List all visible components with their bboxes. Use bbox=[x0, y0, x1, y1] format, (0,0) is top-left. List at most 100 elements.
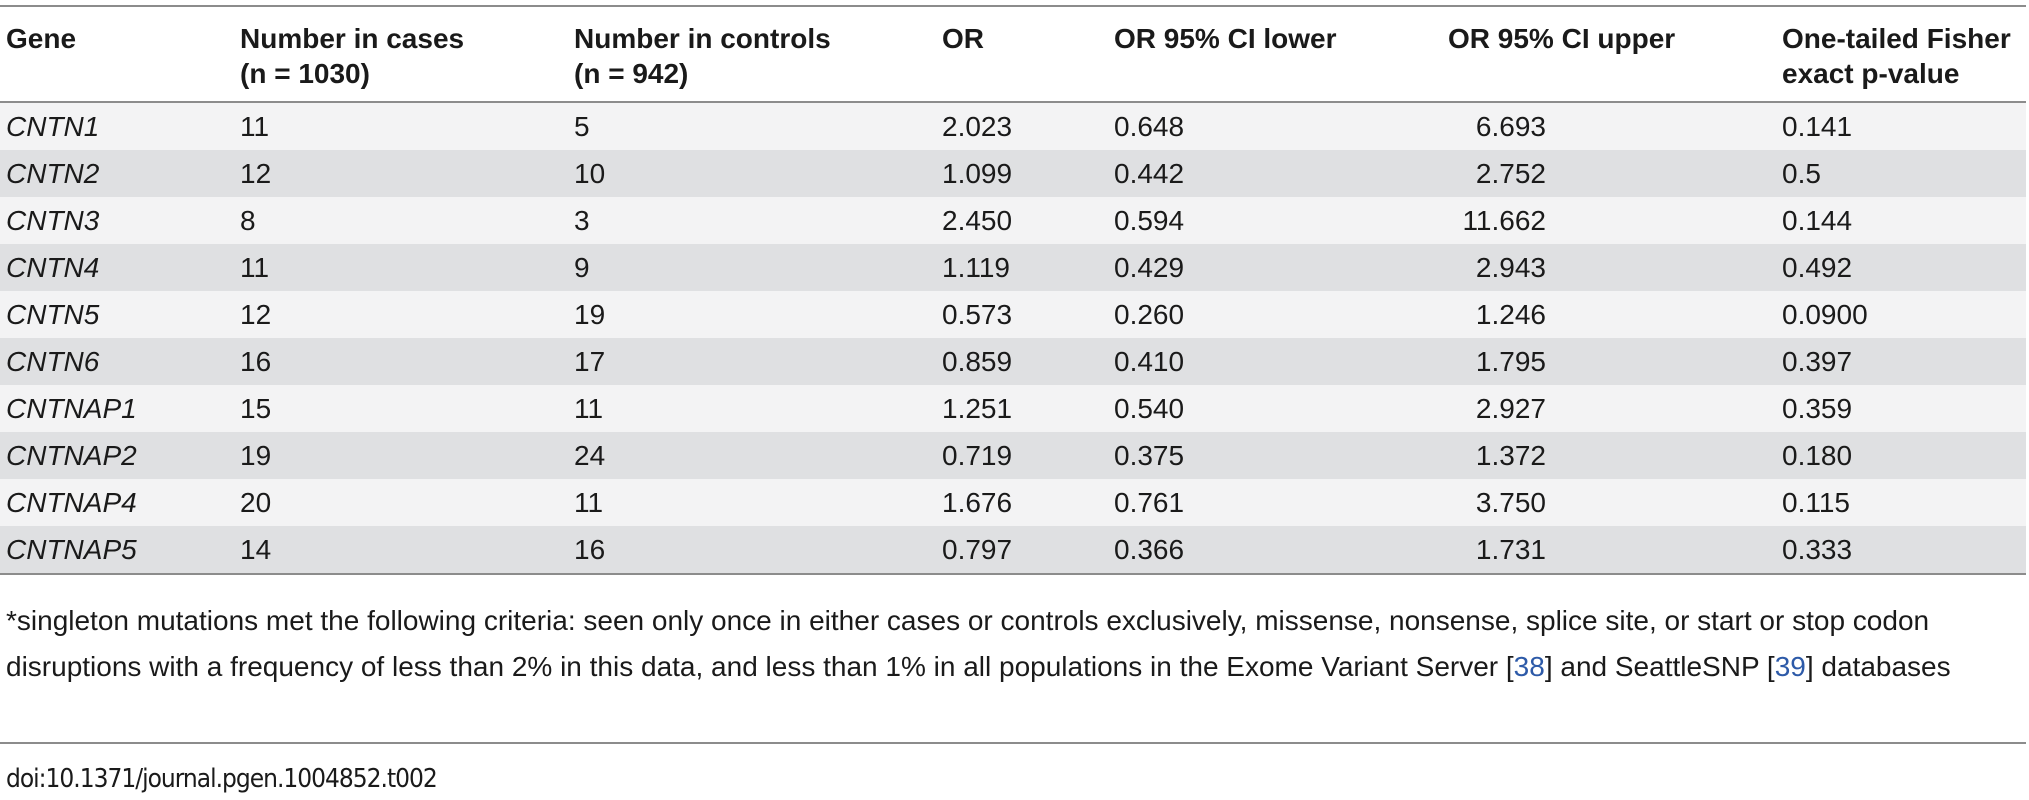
table-row: CNTN3 8 3 2.450 0.594 11.662 0.144 bbox=[0, 197, 2026, 244]
table-cell-gene: CNTN4 bbox=[6, 252, 100, 283]
column-header-text: (n = 942) bbox=[574, 58, 689, 89]
table-row: CNTN6 16 17 0.859 0.410 1.795 0.397 bbox=[0, 338, 2026, 385]
table-cell-p-value: 0.141 bbox=[1782, 111, 1853, 142]
column-header-controls: Number in controls (n = 942) bbox=[568, 6, 936, 102]
table-cell-or: 0.859 bbox=[942, 346, 1013, 377]
column-header-or: OR bbox=[936, 6, 1108, 102]
table-row: CNTN4 11 9 1.119 0.429 2.943 0.492 bbox=[0, 244, 2026, 291]
column-header-text: (n = 1030) bbox=[240, 58, 370, 89]
mutation-table: Gene Number in cases (n = 1030) Number in c… bbox=[0, 5, 2026, 575]
table-cell-ci-lower: 0.594 bbox=[1114, 205, 1185, 236]
table-row: CNTNAP2 19 24 0.719 0.375 1.372 0.180 bbox=[0, 432, 2026, 479]
table-cell-cases: 11 bbox=[240, 111, 270, 142]
table-cell-p-value: 0.492 bbox=[1782, 252, 1853, 283]
column-header-gene: Gene bbox=[0, 6, 234, 102]
table-row: CNTNAP5 14 16 0.797 0.366 1.731 0.333 bbox=[0, 526, 2026, 574]
table-cell-ci-upper: 2.943 bbox=[1475, 252, 1546, 283]
bottom-divider bbox=[0, 742, 2026, 744]
column-header-text: OR 95% CI lower bbox=[1114, 23, 1337, 54]
table-row: CNTN1 11 5 2.023 0.648 6.693 0.141 bbox=[0, 102, 2026, 150]
column-header-text: Number in controls bbox=[574, 23, 831, 54]
table-cell-or: 1.676 bbox=[942, 487, 1013, 518]
table-cell-controls: 5 bbox=[574, 111, 590, 142]
table-cell-gene: CNTN5 bbox=[6, 299, 100, 330]
table-body: CNTN1 11 5 2.023 0.648 6.693 0.141 CNTN2 12 10 1.0… bbox=[0, 102, 2026, 574]
table-cell-cases: 12 bbox=[240, 299, 272, 330]
table-cell-ci-lower: 0.442 bbox=[1114, 158, 1185, 189]
table-row: CNTNAP4 20 11 1.676 0.761 3.750 0.115 bbox=[0, 479, 2026, 526]
table-cell-ci-lower: 0.260 bbox=[1114, 299, 1185, 330]
table-cell-gene: CNTNAP5 bbox=[6, 534, 137, 565]
table-cell-cases: 8 bbox=[240, 205, 256, 236]
header-row: Gene Number in cases (n = 1030) Number in c… bbox=[0, 6, 2026, 102]
reference-link-39[interactable]: 39 bbox=[1774, 651, 1806, 682]
table-cell-controls: 11 bbox=[574, 487, 604, 518]
table-row: CNTNAP1 15 11 1.251 0.540 2.927 0.359 bbox=[0, 385, 2026, 432]
table-cell-or: 1.251 bbox=[942, 393, 1013, 424]
table-row: CNTN5 12 19 0.573 0.260 1.246 0.0900 bbox=[0, 291, 2026, 338]
doi-label: doi:10.1371/journal.pgen.1004852.t002 bbox=[6, 764, 438, 794]
table-cell-ci-lower: 0.375 bbox=[1114, 440, 1185, 471]
table-cell-ci-upper: 2.752 bbox=[1475, 158, 1546, 189]
column-header-text: OR 95% CI upper bbox=[1448, 23, 1676, 54]
data-table-container: Gene Number in cases (n = 1030) Number in c… bbox=[0, 5, 2026, 575]
table-cell-or: 1.099 bbox=[942, 158, 1013, 189]
column-header-text: exact p-value bbox=[1782, 58, 1960, 89]
table-row: CNTN2 12 10 1.099 0.442 2.752 0.5 bbox=[0, 150, 2026, 197]
table-cell-p-value: 0.397 bbox=[1782, 346, 1853, 377]
table-footnote: *singleton mutations met the following c… bbox=[6, 598, 2006, 690]
footnote-text-3: ] databases bbox=[1805, 651, 1951, 682]
table-cell-ci-upper: 2.927 bbox=[1475, 393, 1546, 424]
table-cell-gene: CNTNAP2 bbox=[6, 440, 137, 471]
table-cell-gene: CNTN6 bbox=[6, 346, 100, 377]
table-cell-ci-upper: 1.246 bbox=[1475, 299, 1546, 330]
table-cell-controls: 10 bbox=[574, 158, 606, 189]
table-cell-controls: 16 bbox=[574, 534, 606, 565]
table-cell-ci-lower: 0.366 bbox=[1114, 534, 1185, 565]
table-cell-cases: 11 bbox=[240, 252, 270, 283]
table-cell-ci-upper: 1.731 bbox=[1475, 534, 1546, 565]
table-cell-ci-upper: 6.693 bbox=[1475, 111, 1546, 142]
table-cell-cases: 15 bbox=[240, 393, 272, 424]
table-cell-ci-lower: 0.410 bbox=[1114, 346, 1185, 377]
footnote-text-2: ] and SeattleSNP [ bbox=[1544, 651, 1775, 682]
table-cell-p-value: 0.5 bbox=[1782, 158, 1821, 189]
table-cell-gene: CNTN3 bbox=[6, 205, 100, 236]
table-cell-ci-upper: 3.750 bbox=[1475, 487, 1546, 518]
column-header-ci-lower: OR 95% CI lower bbox=[1108, 6, 1442, 102]
table-cell-p-value: 0.180 bbox=[1782, 440, 1853, 471]
table-cell-or: 0.797 bbox=[942, 534, 1013, 565]
table-cell-cases: 14 bbox=[240, 534, 272, 565]
table-cell-ci-lower: 0.429 bbox=[1114, 252, 1185, 283]
table-cell-or: 0.719 bbox=[942, 440, 1013, 471]
table-cell-or: 0.573 bbox=[942, 299, 1013, 330]
table-cell-controls: 3 bbox=[574, 205, 590, 236]
table-cell-cases: 20 bbox=[240, 487, 272, 518]
table-cell-or: 2.450 bbox=[942, 205, 1013, 236]
table-cell-controls: 11 bbox=[574, 393, 604, 424]
table-cell-gene: CNTN1 bbox=[6, 111, 100, 142]
table-cell-gene: CNTN2 bbox=[6, 158, 100, 189]
table-header: Gene Number in cases (n = 1030) Number in c… bbox=[0, 6, 2026, 102]
table-cell-controls: 19 bbox=[574, 299, 606, 330]
column-header-cases: Number in cases (n = 1030) bbox=[234, 6, 568, 102]
table-cell-p-value: 0.333 bbox=[1782, 534, 1853, 565]
table-cell-gene: CNTNAP1 bbox=[6, 393, 137, 424]
table-cell-gene: CNTNAP4 bbox=[6, 487, 137, 518]
table-cell-or: 1.119 bbox=[942, 252, 1010, 283]
reference-link-38[interactable]: 38 bbox=[1513, 651, 1545, 682]
table-cell-p-value: 0.359 bbox=[1782, 393, 1853, 424]
table-cell-cases: 19 bbox=[240, 440, 272, 471]
table-cell-cases: 16 bbox=[240, 346, 272, 377]
column-header-p-value: One-tailed Fisher exact p-value bbox=[1776, 6, 2026, 102]
column-header-text: Number in cases bbox=[240, 23, 465, 54]
table-cell-ci-upper: 1.795 bbox=[1475, 346, 1546, 377]
table-cell-or: 2.023 bbox=[942, 111, 1013, 142]
table-cell-ci-upper: 1.372 bbox=[1475, 440, 1546, 471]
table-cell-cases: 12 bbox=[240, 158, 272, 189]
table-cell-p-value: 0.115 bbox=[1782, 487, 1850, 518]
table-cell-ci-lower: 0.648 bbox=[1114, 111, 1185, 142]
table-cell-ci-upper: 11.662 bbox=[1462, 205, 1546, 236]
column-header-text: OR bbox=[942, 23, 984, 54]
table-cell-ci-lower: 0.761 bbox=[1114, 487, 1185, 518]
